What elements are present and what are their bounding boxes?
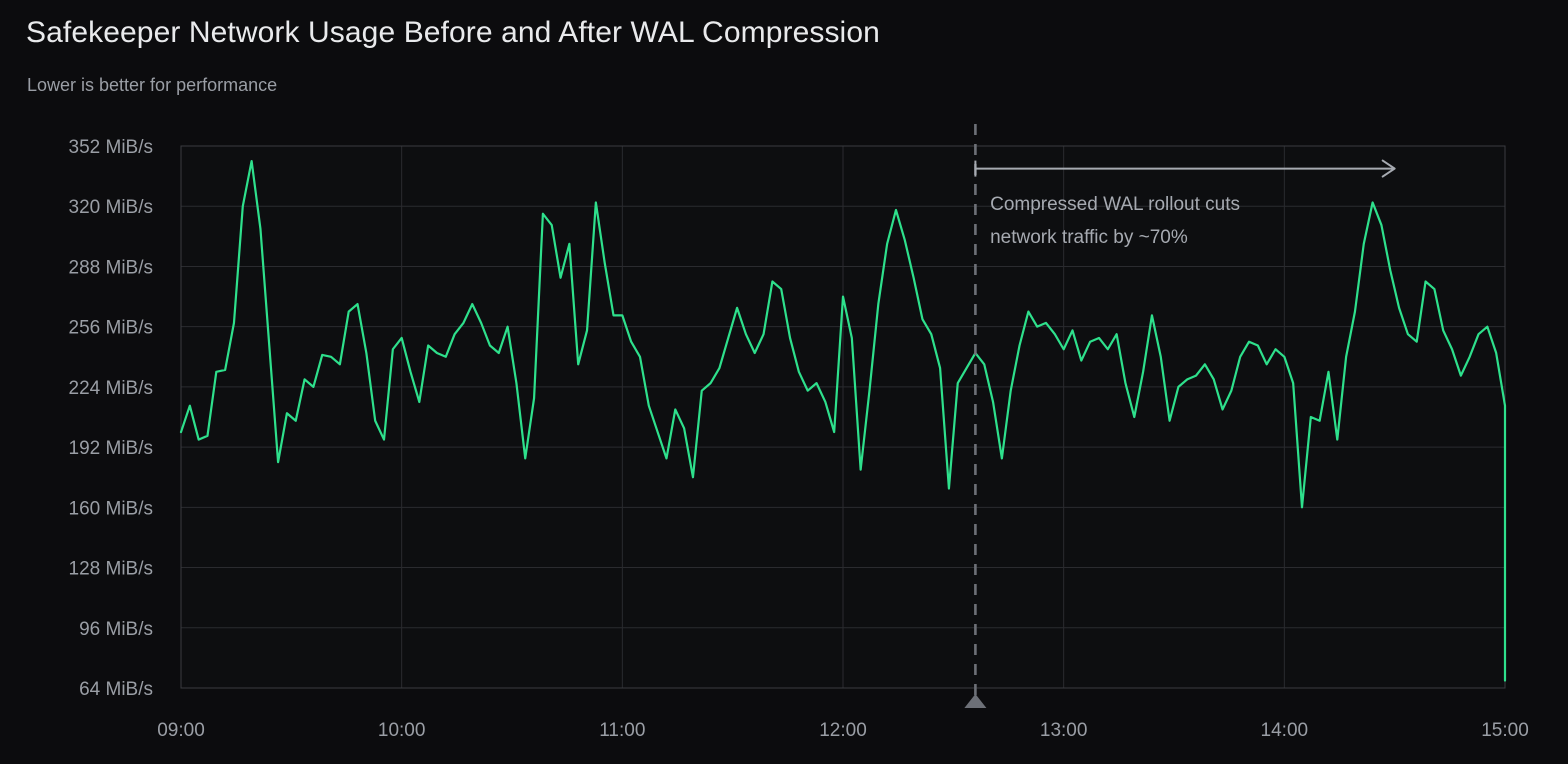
x-axis-tick-labels: 09:00 10:00 11:00 12:00 13:00 14:00 15:00: [157, 720, 1529, 741]
x-axis-tick-label: 15:00: [1481, 720, 1529, 741]
annotation-arrow-head: [1381, 159, 1396, 178]
x-axis-tick-label: 13:00: [1040, 720, 1088, 741]
y-axis-tick-labels: 352 MiB/s 320 MiB/s 288 MiB/s 256 MiB/s 224 …: [69, 137, 153, 700]
data-series-layer: [179, 159, 1507, 682]
page-subtitle: Lower is better for performance: [27, 75, 278, 95]
y-axis-tick-label: 160 MiB/s: [69, 498, 153, 519]
x-axis-tick-label: 11:00: [599, 720, 645, 741]
y-axis-tick-label: 192 MiB/s: [69, 438, 153, 459]
series-line: [179, 159, 1507, 682]
y-axis-tick-label: 64 MiB/s: [79, 679, 153, 700]
y-axis-tick-label: 224 MiB/s: [69, 378, 153, 399]
x-axis-tick-label: 09:00: [157, 720, 205, 741]
annotation-text-line: Compressed WAL rollout cuts: [990, 194, 1240, 215]
y-axis-tick-label: 352 MiB/s: [69, 137, 153, 158]
annotation-layer: Compressed WAL rollout cuts network traff…: [964, 124, 1396, 708]
x-axis-tick-label: 14:00: [1261, 720, 1309, 741]
page-title: Safekeeper Network Usage Before and Afte…: [26, 16, 880, 49]
y-axis-tick-label: 320 MiB/s: [69, 197, 153, 218]
x-axis-tick-label: 10:00: [378, 720, 426, 741]
x-axis-tick-label: 12:00: [819, 720, 867, 741]
rollout-marker-triangle: [964, 694, 987, 708]
grid-layer: [180, 145, 1506, 689]
y-axis-tick-label: 128 MiB/s: [69, 559, 153, 580]
y-axis-tick-label: 288 MiB/s: [69, 257, 153, 278]
y-axis-tick-label: 96 MiB/s: [79, 619, 153, 640]
y-axis-tick-label: 256 MiB/s: [69, 318, 153, 339]
annotation-text-line: network traffic by ~70%: [990, 227, 1188, 248]
